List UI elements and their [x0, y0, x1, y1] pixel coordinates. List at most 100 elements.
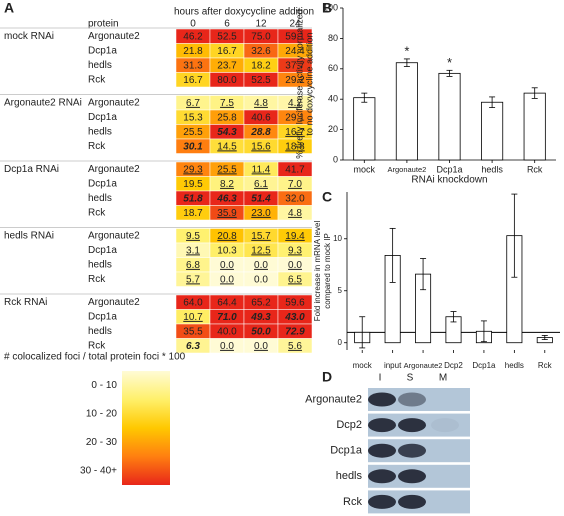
- blot-band: [368, 494, 396, 509]
- cell-label: 0.0: [288, 260, 302, 271]
- x-tick-label: Dcp2: [444, 361, 463, 370]
- blot-row-label: Argonaute2: [305, 393, 362, 405]
- blot-row-label: Dcp1a: [330, 445, 363, 457]
- y-tick-label: 20: [328, 124, 338, 134]
- y-axis-title: to no doxycycline addition: [304, 32, 314, 135]
- cell-label: 80.0: [217, 75, 237, 86]
- cell-label: 51.4: [251, 193, 271, 204]
- cell-label: 6.3: [186, 341, 200, 352]
- protein-label: Argonaute2: [88, 297, 140, 308]
- protein-label: Dcp1a: [88, 45, 117, 56]
- y-axis-title: % firefly luciferase activity normalized: [294, 9, 304, 159]
- cell-label: 30.1: [183, 141, 203, 152]
- x-tick-label: hedls: [481, 164, 503, 174]
- protein-label: Dcp1a: [88, 112, 117, 123]
- cell-label: 16.7: [183, 75, 203, 86]
- cell-label: 29.1: [285, 112, 305, 123]
- cell-label: 59.1: [285, 31, 305, 42]
- cell-label: 14.5: [217, 141, 237, 152]
- column-label: 0: [190, 19, 196, 30]
- heat-cell: [277, 138, 313, 154]
- protein-label: Argonaute2: [88, 97, 140, 108]
- error-bar: [361, 92, 368, 103]
- y-tick-label: 100: [323, 2, 338, 12]
- legend-label: 0 - 10: [91, 380, 117, 391]
- x-tick-label: Argonaute2: [404, 361, 443, 370]
- cell-label: 43.0: [284, 312, 305, 323]
- y-tick-label: 80: [328, 33, 338, 43]
- cell-label: 46.3: [216, 193, 237, 204]
- legend-label: 10 - 20: [86, 408, 118, 419]
- protein-label: Argonaute2: [88, 164, 140, 175]
- error-bar: [511, 193, 518, 278]
- protein-label: hedls: [88, 193, 112, 204]
- cell-label: 54.3: [217, 127, 237, 138]
- blot-band: [398, 418, 426, 433]
- y-tick-label: 10: [333, 234, 342, 243]
- blot-band: [398, 494, 426, 509]
- cell-label: 6.1: [254, 179, 268, 190]
- blot-row-label: hedls: [336, 470, 363, 482]
- y-tick-label: 60: [328, 63, 338, 73]
- group-name: Dcp1a RNAi: [4, 164, 59, 175]
- bar: [523, 92, 546, 161]
- cell-label: 10.7: [183, 312, 203, 323]
- panel-label: D: [322, 369, 332, 385]
- cell-label: 31.3: [183, 60, 203, 71]
- legend-label: 20 - 30: [86, 437, 118, 448]
- protein-label: hedls: [88, 126, 112, 137]
- group-name: hedls RNAi: [4, 230, 54, 241]
- blot-strip: [368, 388, 470, 411]
- cell-label: 50.0: [251, 326, 271, 337]
- x-tick-label: mock: [354, 164, 376, 174]
- y-tick-label: 0: [338, 338, 343, 347]
- cell-label: 25.5: [183, 127, 203, 138]
- cell-label: 16.7: [217, 46, 237, 57]
- protein-label: hedls: [88, 326, 112, 337]
- cell-label: 19.4: [285, 231, 305, 242]
- cell-label: 18.2: [251, 60, 271, 71]
- column-label: 12: [255, 19, 267, 30]
- cell-label: 72.9: [285, 326, 305, 337]
- protein-label: hedls: [88, 259, 112, 270]
- cell-label: 32.0: [285, 193, 305, 204]
- cell-label: 18.8: [285, 141, 305, 152]
- legend-label: 30 - 40+: [80, 465, 117, 476]
- error-bar: [541, 335, 548, 341]
- x-tick-label: mock: [353, 361, 373, 370]
- cell-label: 37.7: [285, 60, 305, 71]
- cell-label: 4.8: [288, 208, 302, 219]
- error-bar: [450, 311, 457, 323]
- error-bar: [531, 87, 538, 99]
- protein-label: Rck: [88, 74, 106, 85]
- cell-label: 49.3: [250, 312, 271, 323]
- cell-label: 23.0: [251, 208, 271, 219]
- panel-label: B: [322, 0, 332, 16]
- heat-cell: [277, 271, 313, 287]
- protein-label: Argonaute2: [88, 230, 140, 241]
- y-tick-label: 40: [328, 94, 338, 104]
- lane-label: M: [439, 373, 447, 384]
- bar: [353, 97, 376, 161]
- cell-label: 12.5: [251, 245, 271, 256]
- blot-row-label: Rck: [343, 496, 362, 508]
- bar: [395, 62, 418, 161]
- x-axis-title: RNAi knockdown: [411, 175, 487, 186]
- cell-label: 29.2: [285, 75, 305, 86]
- cell-label: 25.8: [217, 112, 237, 123]
- protein-label: hedls: [88, 60, 112, 71]
- bar: [481, 101, 504, 161]
- cell-label: 5.7: [186, 274, 200, 285]
- group-name: Argonaute2 RNAi: [4, 97, 82, 108]
- heat-cell: [277, 72, 313, 88]
- cell-label: 4.8: [254, 98, 268, 109]
- panel-label: C: [322, 189, 332, 205]
- cell-label: 8.2: [220, 179, 234, 190]
- column-title: hours after doxycycline addition: [174, 7, 314, 18]
- cell-label: 9.3: [288, 245, 302, 256]
- column-label: 6: [224, 19, 230, 30]
- cell-label: 18.7: [183, 208, 203, 219]
- blot-band: [368, 418, 396, 433]
- cell-label: 5.6: [288, 341, 302, 352]
- cell-label: 24.4: [285, 46, 305, 57]
